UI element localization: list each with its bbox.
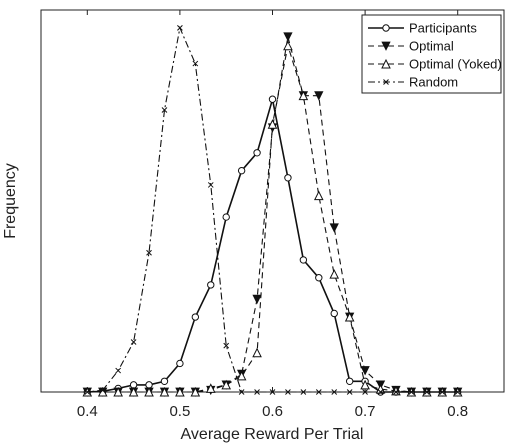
series-optimal-yoked [82,40,463,397]
legend-marker [381,41,391,51]
data-point [391,385,401,396]
data-point [236,370,247,381]
legend-label: Random [409,75,458,90]
data-point [362,389,368,395]
x-tick-label: 0.6 [262,403,283,420]
data-point [423,389,430,395]
legend-marker [381,58,391,69]
data-point [190,386,201,397]
data-point [161,107,168,113]
data-point [393,389,399,395]
x-axis-label: Average Reward Per Trial [181,426,364,443]
data-point [160,377,169,385]
x-axis-ticks: 0.4 0.5 0.6 0.7 0.8 [77,10,468,420]
data-point [375,384,386,394]
data-point [221,379,232,390]
data-point [345,377,354,385]
data-point [237,166,246,175]
data-point [315,274,323,282]
data-point [284,174,292,182]
data-point [283,32,293,42]
data-point [176,359,184,368]
data-point [344,311,355,322]
data-point [207,182,214,188]
data-point [377,389,384,395]
data-point [113,386,123,397]
legend-marker [382,24,390,32]
data-point [254,389,260,395]
data-point [205,383,216,393]
y-axis-label: Frequency [2,163,19,239]
data-point [177,24,183,31]
data-point [283,40,293,51]
legend-entry: Random [368,75,458,90]
data-point [252,294,262,305]
data-point [313,190,324,201]
legend-entry: Participants [368,21,477,36]
legend-label: Optimal [409,39,454,54]
data-point [330,309,338,318]
data-point [144,386,154,397]
data-point [439,389,446,395]
data-point [346,389,353,395]
x-tick-label: 0.4 [77,403,98,420]
data-point [223,342,230,349]
data-point [300,389,307,395]
data-point [115,367,122,374]
data-point [285,389,291,395]
data-point [360,379,370,390]
data-point [192,60,199,67]
data-point [269,389,276,395]
legend-entry: Optimal (Yoked) [368,57,502,72]
legend: Participants Optimal Optimal (Yoked) Random [361,14,502,94]
legend-label: Optimal (Yoked) [409,57,502,72]
data-point [329,223,339,233]
data-point [130,339,137,345]
data-point [252,347,262,358]
x-tick-label: 0.5 [169,403,190,420]
data-point [238,389,245,395]
data-point [159,386,170,397]
data-point [314,91,324,101]
data-point [267,119,278,129]
data-point [84,389,91,395]
x-tick-label: 0.8 [447,403,468,420]
data-point [298,90,309,101]
data-point [454,389,461,395]
data-point [408,389,415,395]
data-point [360,366,370,376]
series-random [84,24,461,395]
data-point [253,149,261,157]
data-point [331,389,338,395]
x-tick-label: 0.7 [355,403,376,420]
data-point [268,95,277,103]
data-point [128,386,139,397]
data-point [146,249,152,256]
data-point [315,389,322,395]
legend-label: Participants [409,21,477,36]
data-point [329,269,340,279]
data-point [207,281,215,289]
data-point [191,313,200,321]
legend-marker [383,79,389,85]
data-point [299,256,308,264]
data-point [222,213,230,221]
data-point [99,387,106,394]
series-layer [82,24,463,397]
legend-entry: Optimal [368,39,454,54]
data-point [175,386,185,397]
